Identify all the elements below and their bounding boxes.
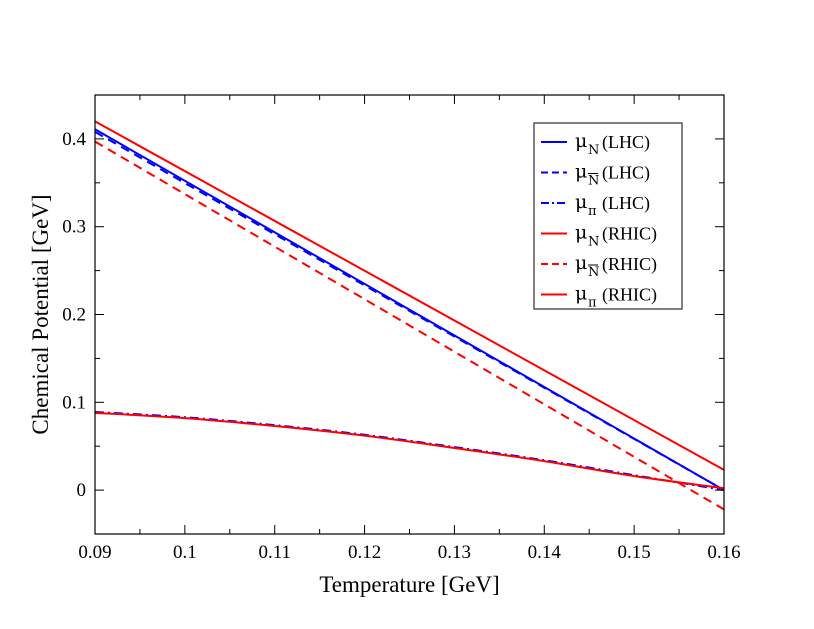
x-tick-label: 0.14 — [528, 542, 562, 563]
legend-symbol: μ — [575, 191, 587, 213]
x-tick-label: 0.1 — [173, 542, 197, 563]
legend-entry: μ N (LHC) — [575, 161, 650, 189]
legend-entry: μ N (RHIC) — [575, 252, 657, 280]
legend-subscript: N — [588, 174, 599, 189]
y-tick-label: 0.1 — [62, 392, 86, 413]
legend-label: (LHC) — [602, 193, 650, 214]
legend-entry: μ N (LHC) — [575, 130, 650, 158]
x-tick-label: 0.12 — [348, 542, 381, 563]
y-tick-label: 0.3 — [62, 217, 86, 238]
legend-label: (RHIC) — [602, 285, 657, 306]
x-tick-label: 0.15 — [618, 542, 651, 563]
series-line-3 — [95, 120, 724, 471]
legend: μ N (LHC)μ N (LHC)μ π (LHC)μ N (RHIC)μ N (RHIC)μ π(… — [533, 122, 683, 311]
tick-layer: 0.09 0.1 0.11 0.12 0.13 0.14 0.15 0.16 0 0.1 0.2 0.… — [62, 94, 741, 563]
legend-entry: μ π (LHC) — [575, 191, 650, 219]
x-tick-label: 0.11 — [258, 542, 291, 563]
y-tick-label: 0 — [77, 480, 87, 501]
legend-entry: μ N (RHIC) — [575, 222, 657, 250]
legend-entry: μ π (RHIC) — [575, 283, 657, 311]
legend-symbol: μ — [575, 252, 587, 274]
legend-subscript: N — [588, 265, 599, 280]
y-axis-title: Chemical Potential [GeV] — [28, 194, 53, 434]
legend-label: (RHIC) — [602, 254, 657, 275]
x-axis-title: Temperature [GeV] — [319, 572, 499, 597]
legend-subscript: π — [588, 296, 597, 311]
legend-symbol: μ — [575, 222, 587, 244]
legend-subscript: N — [588, 235, 599, 250]
legend-symbol: μ — [575, 130, 587, 152]
series-line-4 — [95, 140, 724, 511]
legend-label: (LHC) — [602, 163, 650, 184]
legend-label: (RHIC) — [602, 224, 657, 245]
legend-subscript: N — [588, 143, 599, 158]
x-tick-label: 0.16 — [707, 542, 740, 563]
series-line-5 — [95, 411, 724, 490]
x-tick-label: 0.09 — [78, 542, 111, 563]
y-tick-label: 0.4 — [62, 129, 86, 150]
legend-label: (LHC) — [602, 132, 650, 153]
legend-box — [533, 122, 683, 310]
series-line-1 — [95, 131, 724, 491]
legend-symbol: μ — [575, 161, 587, 183]
x-tick-label: 0.13 — [438, 542, 471, 563]
series-line-2 — [95, 410, 724, 492]
series-layer — [95, 120, 724, 511]
legend-subscript: π — [588, 204, 597, 219]
legend-symbol: μ — [575, 283, 587, 305]
y-tick-label: 0.2 — [62, 305, 86, 326]
